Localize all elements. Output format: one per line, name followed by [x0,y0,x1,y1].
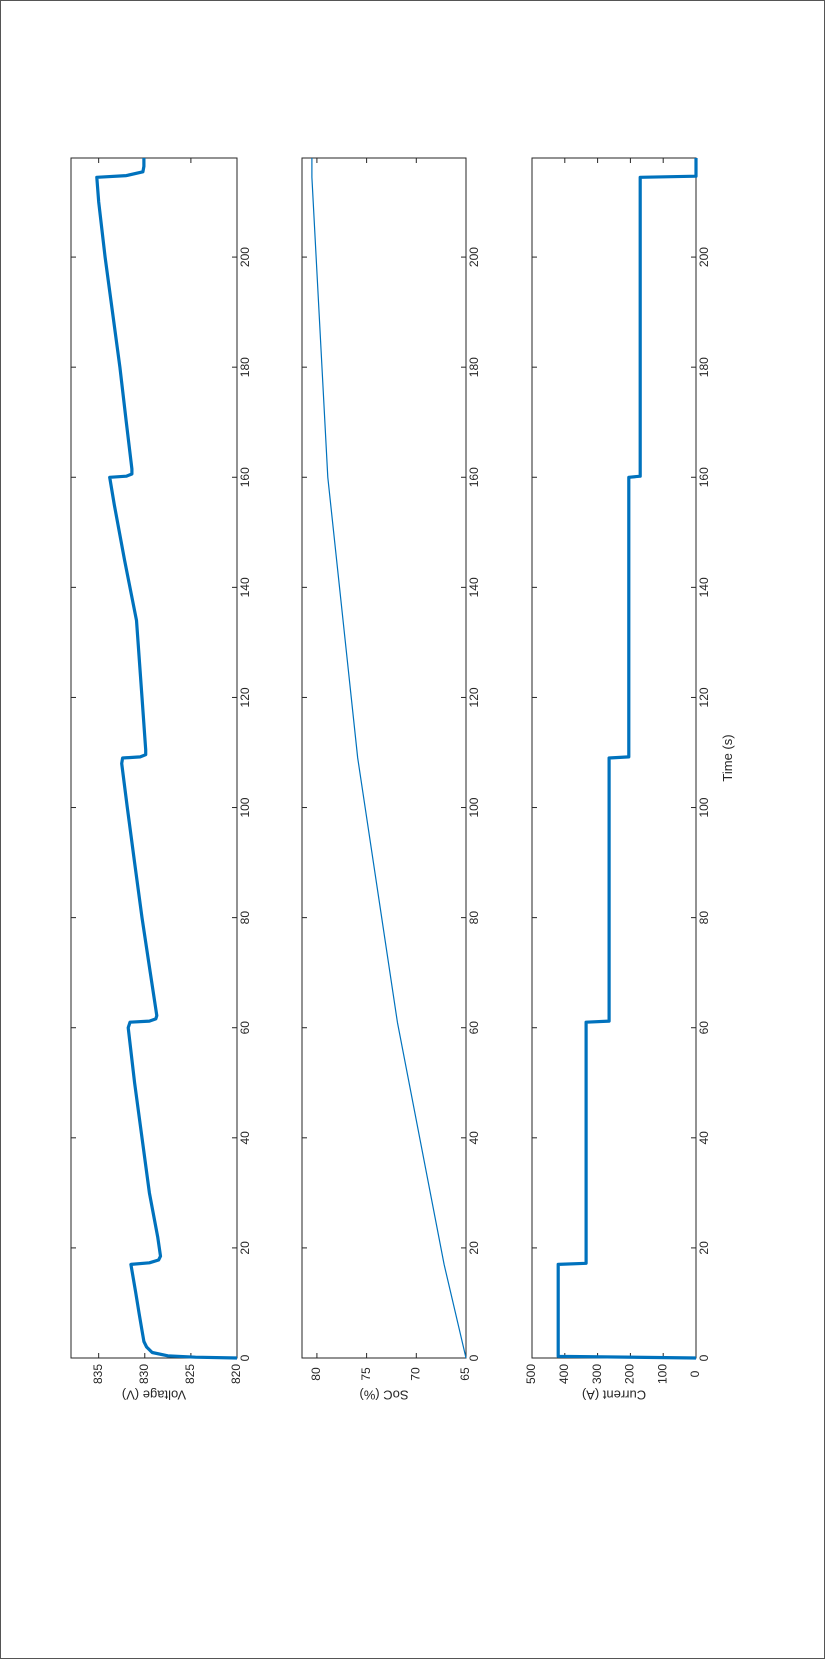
x-tick-label: 60 [238,1021,252,1035]
x-tick-label: 180 [238,357,252,377]
x-tick-label: 180 [467,357,481,377]
y-tick-label: 75 [359,1367,373,1381]
series-line-soc [311,158,467,1359]
y-tick-labels-current: 0 100 200 300 400 500 [524,158,702,1384]
x-tick-label: 0 [467,1354,481,1361]
x-tick-label: 120 [467,687,481,707]
y-tick-label: 0 [688,1370,702,1377]
x-tick-labels-voltage: 0 20 40 60 80 100 120 140 160 180 200 [71,247,252,1361]
x-tick-label: 140 [697,577,711,597]
x-tick-label: 100 [697,797,711,817]
y-axis-label-soc: SoC (%) [359,1388,408,1403]
x-tick-label: 160 [697,467,711,487]
plot-area-voltage [70,157,238,1359]
x-tick-label: 80 [697,911,711,925]
x-tick-label: 0 [238,1354,252,1361]
y-tick-label: 70 [408,1367,422,1381]
y-tick-labels-voltage: 820 825 830 835 [91,158,243,1384]
x-tick-label: 40 [467,1131,481,1145]
x-tick-labels-current: 0 20 40 60 80 100 120 140 160 180 200 [532,247,711,1361]
x-tick-label: 200 [467,247,481,267]
y-tick-label: 400 [557,1364,571,1384]
x-tick-label: 120 [697,687,711,707]
x-tick-label: 180 [697,357,711,377]
series-line-current [556,158,698,1360]
x-tick-label: 20 [467,1241,481,1255]
x-tick-label: 80 [238,911,252,925]
y-tick-label: 825 [183,1364,197,1384]
y-tick-label: 80 [309,1367,323,1381]
plot-area-soc [301,157,467,1359]
y-tick-label: 830 [137,1364,151,1384]
x-tick-label: 200 [238,247,252,267]
y-tick-label: 200 [623,1364,637,1384]
x-tick-label: 140 [238,577,252,597]
x-tick-label: 40 [697,1131,711,1145]
x-tick-label: 80 [467,911,481,925]
chart-voltage: 0 20 40 60 80 100 120 140 160 180 200 820 825 830 835… [70,157,252,1403]
series-line-voltage [95,158,238,1360]
chart-current: 0 20 40 60 80 100 120 140 160 180 200 0 100 200 300 40… [524,157,735,1403]
y-tick-label: 100 [655,1364,669,1384]
x-tick-label: 60 [467,1021,481,1035]
y-axis-label-current: Current (A) [582,1388,646,1403]
x-tick-label: 20 [697,1241,711,1255]
y-axis-label-voltage: Voltage (V) [122,1388,186,1403]
x-tick-label: 100 [238,797,252,817]
x-tick-label: 160 [238,467,252,487]
x-tick-label: 100 [467,797,481,817]
y-tick-labels-soc: 65 70 75 80 [309,158,472,1381]
chart-soc: 0 20 40 60 80 100 120 140 160 180 200 65 70 75 80 SoC… [301,157,481,1403]
x-tick-labels-soc: 0 20 40 60 80 100 120 140 160 180 200 [302,247,481,1361]
y-tick-label: 835 [91,1364,105,1384]
y-tick-label: 300 [590,1364,604,1384]
x-tick-label: 60 [697,1021,711,1035]
x-tick-label: 120 [238,687,252,707]
x-tick-label: 0 [697,1354,711,1361]
x-tick-label: 160 [467,467,481,487]
y-tick-label: 500 [524,1364,538,1384]
x-axis-label-current: Time (s) [720,734,735,781]
x-tick-label: 140 [467,577,481,597]
x-tick-label: 200 [697,247,711,267]
y-tick-label: 65 [458,1367,472,1381]
x-tick-label: 20 [238,1241,252,1255]
y-tick-label: 820 [229,1364,243,1384]
x-tick-label: 40 [238,1131,252,1145]
